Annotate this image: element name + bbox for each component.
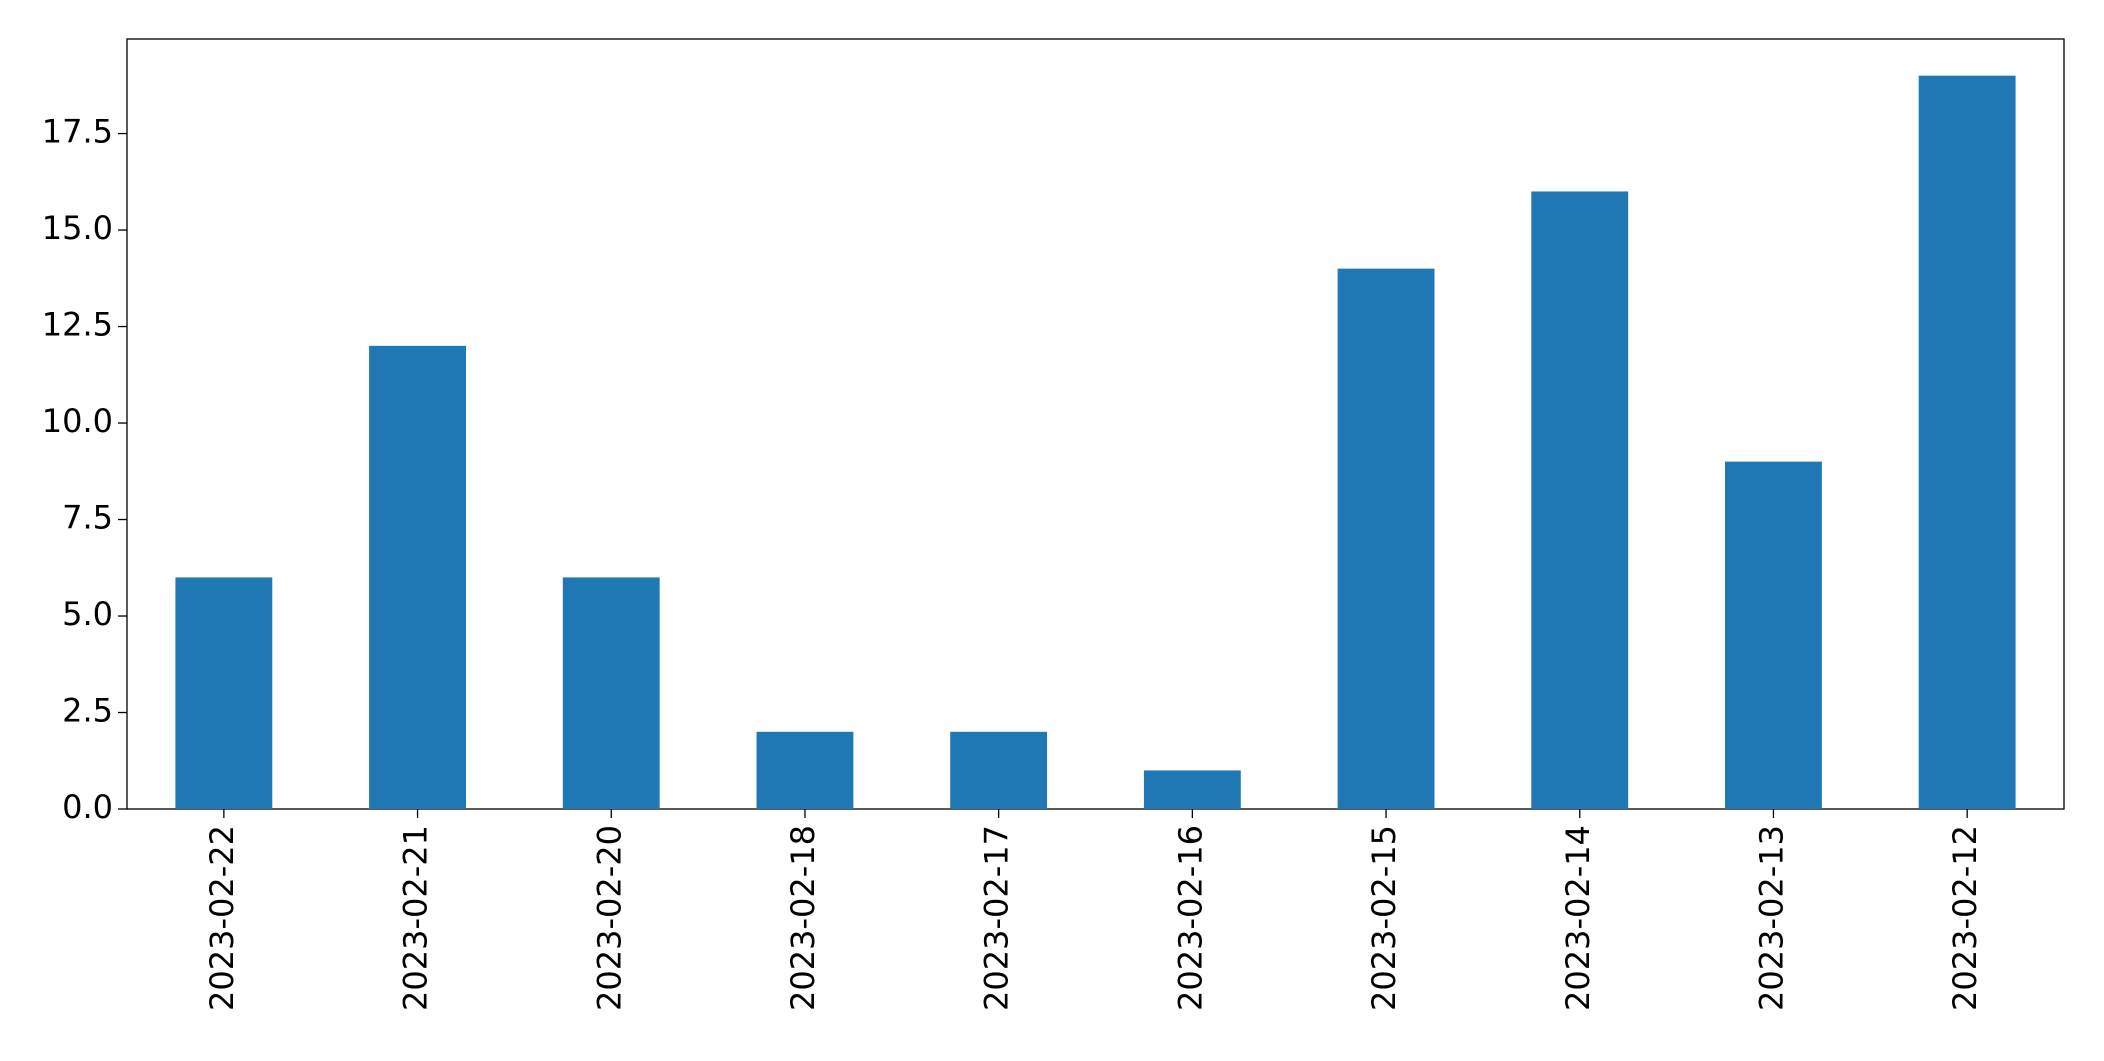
x-tick-label: 2023-02-21	[397, 825, 435, 1011]
x-tick-label: 2023-02-13	[1752, 825, 1790, 1011]
bar	[1143, 770, 1241, 809]
y-tick-label: 2.5	[62, 692, 113, 730]
y-tick-label: 15.0	[42, 209, 113, 247]
bar	[1531, 191, 1629, 809]
y-tick-label: 5.0	[62, 595, 113, 633]
bar	[175, 577, 273, 809]
y-tick-label: 7.5	[62, 499, 113, 537]
x-tick-label: 2023-02-15	[1365, 825, 1403, 1011]
bar	[1337, 268, 1435, 809]
x-tick-label: 2023-02-14	[1559, 825, 1597, 1011]
bar	[369, 345, 466, 809]
plot-frame	[126, 38, 2065, 810]
bar	[562, 577, 660, 809]
bar	[950, 731, 1048, 809]
y-tick-label: 17.5	[42, 113, 113, 151]
x-tick-label: 2023-02-22	[203, 825, 241, 1011]
bar	[1918, 75, 2016, 809]
x-tick-label: 2023-02-12	[1946, 825, 1984, 1011]
x-tick-label: 2023-02-17	[978, 825, 1016, 1011]
x-tick-label: 2023-02-16	[1171, 825, 1209, 1011]
x-tick-label: 2023-02-18	[784, 825, 822, 1011]
bar	[1725, 461, 1822, 809]
bar	[756, 731, 854, 809]
y-tick-label: 0.0	[62, 788, 113, 826]
y-tick-label: 12.5	[42, 306, 113, 344]
y-tick-label: 10.0	[42, 402, 113, 440]
x-tick-label: 2023-02-20	[590, 825, 628, 1011]
